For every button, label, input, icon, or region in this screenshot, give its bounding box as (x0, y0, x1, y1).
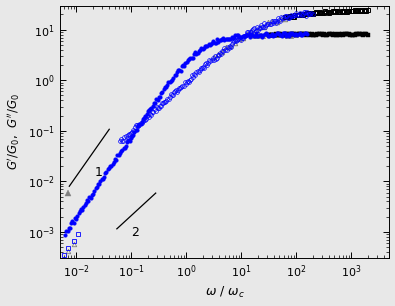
Text: 2: 2 (131, 226, 139, 239)
Text: 1: 1 (95, 166, 103, 179)
X-axis label: $\omega$ / $\omega_c$: $\omega$ / $\omega_c$ (205, 285, 245, 300)
Y-axis label: $G'/G_0$,  $G''/G_0$: $G'/G_0$, $G''/G_0$ (6, 93, 22, 170)
